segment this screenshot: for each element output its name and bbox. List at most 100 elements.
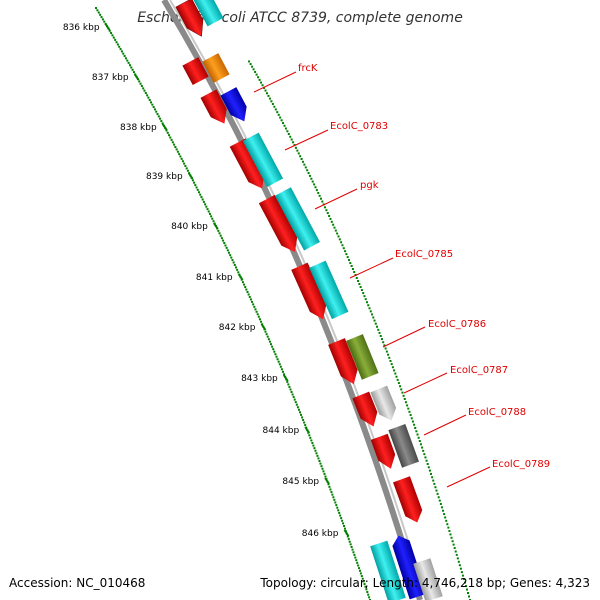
outer-track-dot (338, 238, 341, 241)
scale-dot (315, 452, 318, 455)
label-leader (382, 326, 426, 348)
scale-dot (358, 569, 361, 572)
outer-track-dot (395, 375, 398, 378)
scale-dot (197, 191, 200, 194)
scale-ruler: 836 kbp 837 kbp 838 kbp 839 kbp 840 kbp 841 k… (63, 7, 471, 600)
scale-dot (236, 268, 239, 271)
scale-dot (340, 517, 343, 520)
scale-dot (291, 393, 294, 396)
scale-dot (170, 138, 173, 141)
gene-arrow[interactable] (328, 338, 362, 387)
gene-arrow[interactable] (200, 89, 232, 127)
outer-track-dot (382, 341, 385, 344)
outer-track-dot (402, 394, 405, 397)
outer-track-dot (449, 533, 452, 536)
gene-arrow[interactable] (220, 87, 252, 125)
outer-track-dot (418, 440, 421, 443)
outer-track-dot (413, 423, 416, 426)
scale-dot (271, 345, 274, 348)
gene-arrow[interactable] (309, 260, 349, 320)
gene-arrow[interactable] (388, 424, 419, 468)
outer-track-dot (360, 289, 363, 292)
gene-arrow[interactable] (274, 187, 320, 251)
outer-track-dot (409, 414, 412, 417)
scale-dot (247, 293, 250, 296)
outer-track-dot (380, 338, 383, 341)
gene-label-ecolc-0787[interactable]: EcolC_0787 (450, 365, 508, 376)
outer-track-dot (417, 436, 420, 439)
outer-track-dot (430, 472, 433, 475)
scale-dot (339, 514, 342, 517)
outer-track-dot (369, 310, 372, 313)
gene-arrow[interactable] (390, 533, 427, 600)
scale-dot (260, 320, 263, 323)
gene-label-ecolc-0786[interactable]: EcolC_0786 (428, 319, 486, 330)
gene-arrow[interactable] (370, 433, 400, 472)
gene-label-pgk[interactable]: pgk (360, 180, 379, 191)
gene-arrow[interactable] (291, 262, 331, 323)
outer-track-dot (451, 540, 454, 543)
gene-arrow[interactable] (242, 132, 284, 187)
scale-dot (230, 256, 233, 259)
gene-label-ecolc-0785[interactable]: EcolC_0785 (395, 249, 453, 260)
outer-track-dot (287, 133, 290, 136)
scale-dot (142, 87, 145, 90)
outer-track-dot (446, 523, 449, 526)
outer-track-dot (355, 277, 358, 280)
label-leader (349, 257, 394, 279)
gene-arrow[interactable] (413, 558, 443, 600)
gene-label-ecolc-0788[interactable]: EcolC_0788 (468, 407, 526, 418)
scale-dot (176, 150, 179, 153)
scale-dot (366, 591, 369, 594)
outer-track-dot (389, 359, 392, 362)
outer-track-dot (337, 235, 340, 238)
gene-arrow[interactable] (182, 57, 209, 86)
outer-track-dot (419, 443, 422, 446)
outer-track-dot (340, 241, 343, 244)
scale-dot (323, 472, 326, 475)
scale-dot (352, 551, 355, 554)
gene-arrow[interactable] (393, 476, 426, 525)
outer-track-dot (350, 265, 353, 268)
scale-dot (174, 146, 177, 148)
scale-dot (232, 261, 235, 264)
outer-track-dot (255, 73, 258, 76)
scale-dot (309, 436, 312, 439)
gene-label-ecolc-0783[interactable]: EcolC_0783 (330, 121, 388, 132)
gene-arrow[interactable] (258, 194, 303, 256)
gene-label-ecolc-0789[interactable]: EcolC_0789 (492, 459, 550, 470)
scale-dot (194, 184, 197, 187)
scale-dot (359, 572, 362, 575)
outer-track-dot (279, 116, 282, 119)
gene-arrow[interactable] (370, 540, 406, 600)
outer-track-dot (296, 149, 299, 152)
scale-dot (249, 298, 252, 301)
outer-track-dot (319, 197, 322, 200)
scale-dot (278, 363, 281, 366)
scale-dot (341, 519, 344, 522)
outer-track-dot (445, 519, 448, 522)
outer-track-dot (292, 141, 295, 144)
scale-dot (268, 340, 271, 343)
gene-arrow[interactable] (229, 138, 270, 192)
scale-dot (144, 92, 147, 95)
gene-arrow[interactable] (352, 391, 381, 430)
scale-dot (139, 82, 142, 85)
scale-dot (316, 454, 319, 457)
gene-arrow[interactable] (202, 53, 230, 83)
scale-dot (296, 406, 299, 409)
outer-track-dot (310, 177, 313, 180)
scale-dot (337, 509, 340, 512)
scale-tick (343, 529, 350, 537)
gene-arrow[interactable] (188, 0, 224, 27)
outer-track-dot (372, 316, 375, 319)
gene-arrow[interactable] (346, 334, 379, 380)
gene-arrow[interactable] (175, 0, 210, 41)
outer-track-dot (359, 286, 362, 289)
scale-dot (119, 48, 122, 51)
gene-label-frck[interactable]: frcK (298, 63, 318, 74)
scale-dot (288, 385, 291, 388)
gene-arrow[interactable] (370, 385, 399, 424)
scale-dot (313, 447, 316, 450)
feature-track (175, 0, 443, 600)
